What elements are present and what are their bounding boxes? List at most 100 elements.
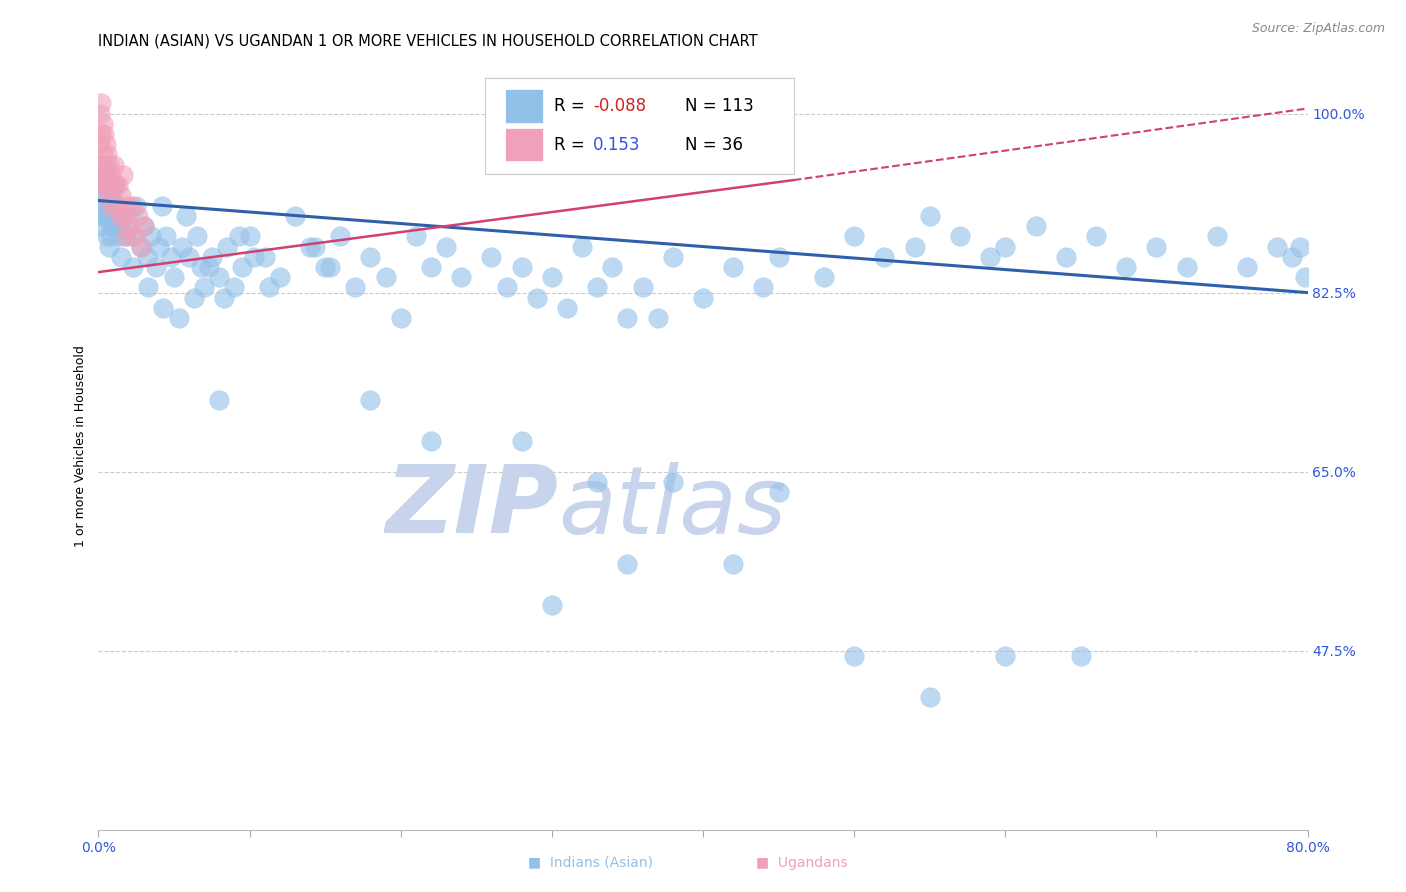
Point <box>1175 260 1198 274</box>
Point <box>692 291 714 305</box>
Point <box>122 260 145 274</box>
Point <box>136 280 159 294</box>
Point <box>1289 239 1312 253</box>
Point <box>752 280 775 294</box>
Point <box>994 239 1017 253</box>
Point <box>723 260 745 274</box>
Point <box>239 229 262 244</box>
Point <box>132 219 155 233</box>
Point <box>1206 229 1229 244</box>
Point <box>115 199 138 213</box>
Point <box>495 280 517 294</box>
Point <box>110 219 132 233</box>
Point <box>186 229 208 244</box>
Point <box>93 209 115 223</box>
Point <box>104 178 127 193</box>
Point <box>93 178 115 193</box>
Point <box>129 239 152 253</box>
Point <box>918 209 941 223</box>
Point <box>228 229 250 244</box>
Point <box>141 229 163 244</box>
Point <box>873 250 896 264</box>
Point <box>108 209 131 223</box>
Point <box>904 239 927 253</box>
Point <box>155 229 177 244</box>
Point <box>94 137 117 152</box>
Point <box>121 199 143 213</box>
Point <box>360 392 382 407</box>
Point <box>269 270 291 285</box>
Point <box>100 199 122 213</box>
Point <box>91 147 114 161</box>
Text: Source: ZipAtlas.com: Source: ZipAtlas.com <box>1251 22 1385 36</box>
Point <box>107 209 129 223</box>
Point <box>201 250 224 264</box>
Point <box>253 250 276 264</box>
Point <box>90 158 112 172</box>
Point <box>179 250 201 264</box>
Point <box>526 291 548 305</box>
Point <box>167 311 190 326</box>
Point <box>145 260 167 274</box>
Point <box>104 219 127 233</box>
Text: atlas: atlas <box>558 462 786 553</box>
Point <box>170 239 193 253</box>
Point <box>100 229 122 244</box>
Point <box>98 239 121 253</box>
Text: INDIAN (ASIAN) VS UGANDAN 1 OR MORE VEHICLES IN HOUSEHOLD CORRELATION CHART: INDIAN (ASIAN) VS UGANDAN 1 OR MORE VEHI… <box>98 34 758 49</box>
Point <box>374 270 396 285</box>
Point <box>208 270 231 285</box>
Point <box>299 239 322 253</box>
Point <box>90 209 112 223</box>
Point <box>212 291 235 305</box>
Point <box>125 199 148 213</box>
Point <box>91 178 114 193</box>
Point <box>110 250 132 264</box>
Point <box>1267 239 1289 253</box>
Point <box>103 158 125 172</box>
Point <box>318 260 340 274</box>
Point <box>127 209 149 223</box>
Point <box>420 434 443 448</box>
Point <box>918 690 941 704</box>
FancyBboxPatch shape <box>505 128 543 161</box>
Point <box>90 96 112 111</box>
Point <box>135 250 157 264</box>
Point <box>152 301 174 315</box>
Point <box>1024 219 1046 233</box>
Point <box>89 219 111 233</box>
Point <box>101 178 124 193</box>
FancyBboxPatch shape <box>485 78 793 174</box>
Point <box>190 260 212 274</box>
Point <box>90 178 112 193</box>
Point <box>94 158 117 172</box>
Point <box>100 168 122 182</box>
Point <box>89 168 111 182</box>
Point <box>540 598 562 612</box>
Text: R =: R = <box>554 97 591 115</box>
Point <box>979 250 1001 264</box>
Point <box>1115 260 1137 274</box>
Text: 0.153: 0.153 <box>593 136 641 153</box>
Point <box>114 229 136 244</box>
Point <box>124 229 146 244</box>
Point <box>129 239 152 253</box>
Point <box>100 199 122 213</box>
Point <box>555 301 578 315</box>
Point <box>723 557 745 571</box>
Point <box>90 127 112 141</box>
Point <box>148 239 170 253</box>
Point <box>304 239 326 253</box>
Point <box>571 239 593 253</box>
Point <box>101 188 124 202</box>
Point <box>98 209 121 223</box>
Point <box>1236 260 1258 274</box>
Point <box>193 280 215 294</box>
Point <box>243 250 266 264</box>
Point <box>183 291 205 305</box>
Point <box>89 188 111 202</box>
Point <box>96 229 118 244</box>
Point <box>813 270 835 285</box>
Point <box>108 229 131 244</box>
Point <box>103 209 125 223</box>
